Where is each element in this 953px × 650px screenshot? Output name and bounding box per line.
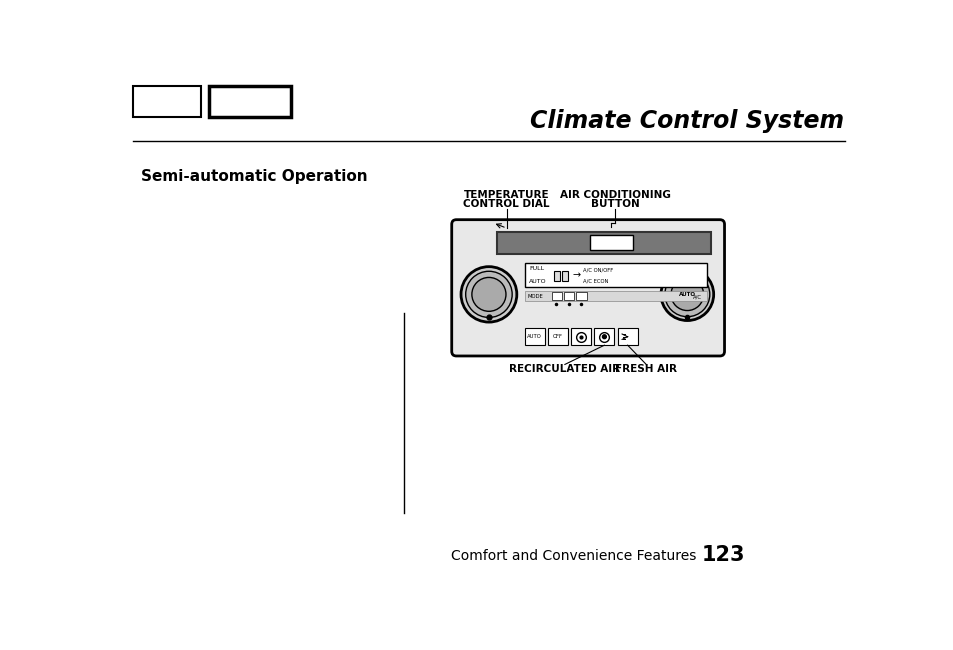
Circle shape [465,271,512,317]
Text: FULL: FULL [529,266,544,272]
Bar [571,328,591,345]
Text: RECIRCULATED AIR: RECIRCULATED AIR [509,365,619,374]
Bar [554,270,559,281]
Bar [590,235,633,250]
Text: OFF: OFF [553,334,562,339]
Bar [594,328,614,345]
Circle shape [460,266,517,322]
Bar [563,292,574,300]
Circle shape [660,268,713,320]
Text: Climate Control System: Climate Control System [529,109,843,133]
Text: TEMPERATURE: TEMPERATURE [463,190,549,200]
Circle shape [670,278,703,311]
Bar [133,86,201,116]
Text: A/C ON/OFF: A/C ON/OFF [582,267,613,272]
Bar [497,232,710,254]
FancyBboxPatch shape [452,220,723,356]
Text: Semi-automatic Operation: Semi-automatic Operation [141,169,367,184]
Text: AUTO: AUTO [527,334,541,339]
Text: FRESH AIR: FRESH AIR [615,365,677,374]
Bar [209,86,291,116]
Text: A/C ECON: A/C ECON [582,278,607,283]
Bar [547,328,567,345]
Text: CONTROL DIAL: CONTROL DIAL [463,199,550,209]
Text: Comfort and Convenience Features: Comfort and Convenience Features [451,549,696,563]
Bar [524,328,544,345]
Text: AUTO: AUTO [529,279,546,284]
Text: BUTTON: BUTTON [590,199,639,209]
Circle shape [602,335,606,339]
Text: AUTO: AUTO [679,292,695,297]
Circle shape [664,272,709,317]
Bar [561,270,567,281]
Bar [551,292,561,300]
Text: →: → [572,270,580,280]
Bar [617,328,637,345]
Bar [524,291,706,302]
Text: MODE: MODE [527,294,543,299]
Circle shape [472,278,505,311]
Text: A/C: A/C [692,294,701,299]
Text: 123: 123 [701,545,744,565]
Bar [576,292,586,300]
Text: AIR CONDITIONING: AIR CONDITIONING [559,190,670,200]
Bar [524,263,706,287]
